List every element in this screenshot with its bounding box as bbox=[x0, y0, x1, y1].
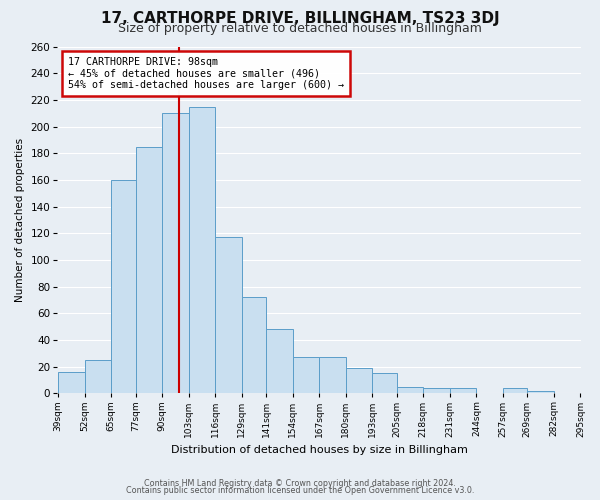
Bar bbox=[266, 330, 293, 394]
Bar bbox=[346, 368, 373, 394]
Text: Contains HM Land Registry data © Crown copyright and database right 2024.: Contains HM Land Registry data © Crown c… bbox=[144, 478, 456, 488]
X-axis label: Distribution of detached houses by size in Billingham: Distribution of detached houses by size … bbox=[171, 445, 468, 455]
Text: 17, CARTHORPE DRIVE, BILLINGHAM, TS23 3DJ: 17, CARTHORPE DRIVE, BILLINGHAM, TS23 3D… bbox=[101, 12, 499, 26]
Text: Contains public sector information licensed under the Open Government Licence v3: Contains public sector information licen… bbox=[126, 486, 474, 495]
Bar bbox=[215, 238, 242, 394]
Bar bbox=[85, 360, 111, 394]
Bar bbox=[162, 113, 189, 394]
Bar bbox=[136, 146, 162, 394]
Bar bbox=[189, 106, 215, 394]
Text: 17 CARTHORPE DRIVE: 98sqm
← 45% of detached houses are smaller (496)
54% of semi: 17 CARTHORPE DRIVE: 98sqm ← 45% of detac… bbox=[68, 57, 344, 90]
Bar bbox=[373, 374, 397, 394]
Text: Size of property relative to detached houses in Billingham: Size of property relative to detached ho… bbox=[118, 22, 482, 35]
Bar bbox=[58, 372, 85, 394]
Bar bbox=[527, 390, 554, 394]
Bar bbox=[293, 358, 319, 394]
Bar bbox=[111, 180, 136, 394]
Bar bbox=[242, 298, 266, 394]
Y-axis label: Number of detached properties: Number of detached properties bbox=[15, 138, 25, 302]
Bar bbox=[450, 388, 476, 394]
Bar bbox=[319, 358, 346, 394]
Bar bbox=[397, 386, 424, 394]
Bar bbox=[503, 388, 527, 394]
Bar bbox=[424, 388, 450, 394]
